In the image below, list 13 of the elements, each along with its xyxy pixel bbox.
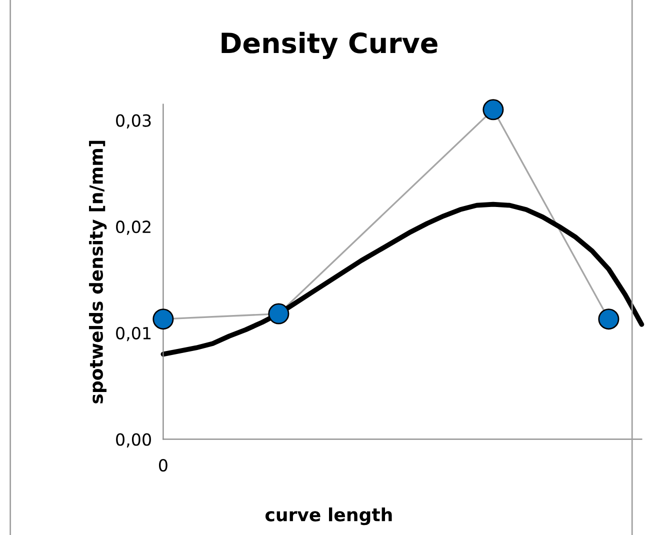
point bbox=[598, 308, 620, 330]
x-axis-title: curve length bbox=[265, 507, 392, 526]
chart-title: Density Curve bbox=[222, 32, 438, 60]
y-tick-label: 0,02 bbox=[116, 220, 150, 235]
y-tick-label: 0,00 bbox=[116, 433, 151, 448]
x-tick-label: 0 bbox=[158, 458, 168, 472]
point bbox=[268, 303, 290, 324]
point bbox=[482, 99, 504, 120]
y-tick-label: 0,03 bbox=[116, 114, 151, 129]
y-tick-label: 0,01 bbox=[116, 326, 151, 342]
y-axis-title: spotwelds density [n/mm] bbox=[89, 140, 107, 404]
point bbox=[152, 308, 174, 330]
line-series bbox=[160, 202, 644, 357]
